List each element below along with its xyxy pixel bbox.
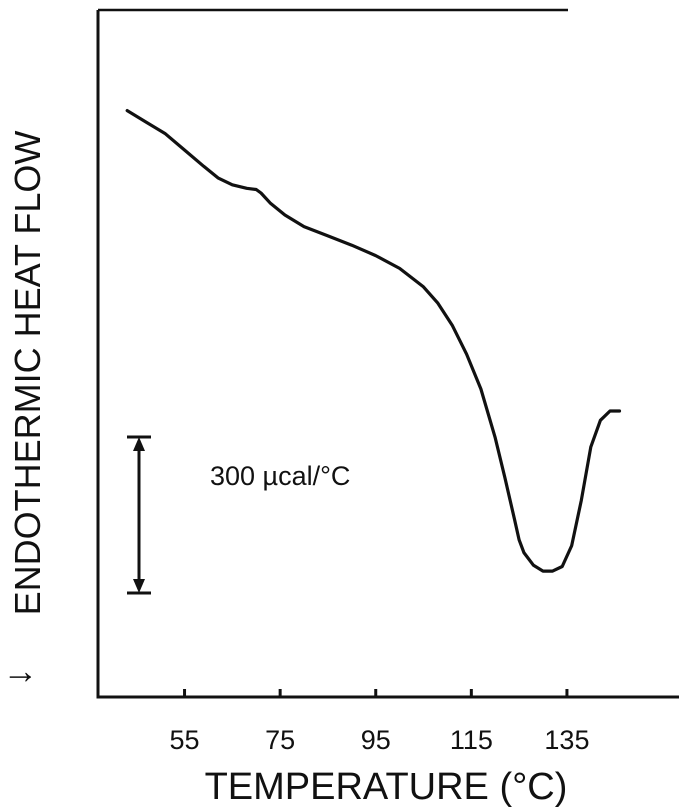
- scale-bar-down-arrow-icon: [133, 579, 145, 593]
- x-tick-label: 95: [361, 725, 391, 755]
- x-tick-label: 55: [170, 725, 200, 755]
- plot-frame: [96, 8, 679, 699]
- heat-flow-curve: [125, 109, 622, 573]
- scale-bar-up-arrow-icon: [133, 437, 145, 451]
- x-tick-label: 115: [450, 725, 493, 755]
- scale-bar: [127, 435, 151, 595]
- x-tick-label: 135: [544, 725, 589, 755]
- y-axis-arrow-group: ↓: [0, 668, 38, 686]
- y-axis-title: ENDOTHERMIC HEAT FLOW: [7, 131, 48, 616]
- x-axis-ticks: 55 75 95 115 135: [170, 689, 589, 755]
- y-axis-title-group: ENDOTHERMIC HEAT FLOW: [7, 131, 48, 616]
- x-tick-label: 75: [265, 725, 295, 755]
- x-axis-title: TEMPERATURE (°C): [205, 766, 568, 807]
- scale-bar-label: 300 µcal/°C: [210, 461, 350, 491]
- y-axis-arrow-icon: ↓: [0, 668, 38, 686]
